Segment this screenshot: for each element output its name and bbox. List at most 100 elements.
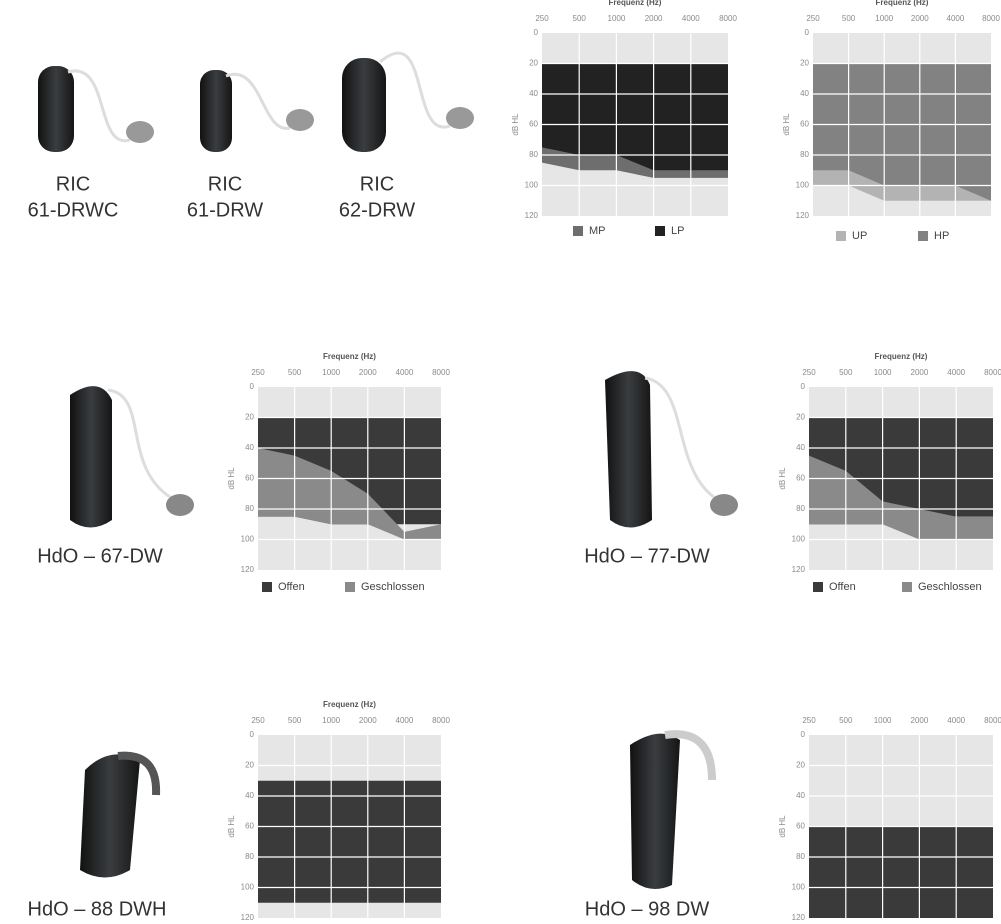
device-image bbox=[605, 371, 738, 528]
x-tick-label: 8000 bbox=[432, 716, 450, 725]
legend-swatch bbox=[902, 582, 912, 592]
y-tick-label: 100 bbox=[241, 535, 255, 544]
x-tick-label: 250 bbox=[802, 368, 816, 377]
y-tick-label: 80 bbox=[529, 150, 538, 159]
device-image bbox=[630, 730, 716, 889]
y-tick-label: 60 bbox=[245, 822, 254, 831]
x-tick-label: 4000 bbox=[396, 368, 414, 377]
x-tick-label: 250 bbox=[802, 716, 816, 725]
x-tick-label: 250 bbox=[806, 14, 820, 23]
legend-label: UP bbox=[852, 230, 867, 242]
chart-title: Frequenz (Hz) bbox=[876, 0, 929, 7]
legend-label: LP bbox=[671, 225, 684, 237]
chart-title: Frequenz (Hz) bbox=[609, 0, 662, 7]
y-tick-label: 20 bbox=[796, 413, 805, 422]
y-axis-label: dB HL bbox=[511, 113, 520, 136]
y-tick-label: 80 bbox=[796, 852, 805, 861]
x-tick-label: 2000 bbox=[645, 14, 663, 23]
legend-label: HP bbox=[934, 230, 949, 242]
product-label: HdO – 77-DW bbox=[584, 545, 710, 567]
legend-label: MP bbox=[589, 225, 606, 237]
range-area bbox=[809, 455, 993, 540]
y-tick-label: 0 bbox=[801, 730, 806, 739]
legend-swatch bbox=[655, 226, 665, 236]
y-tick-label: 100 bbox=[792, 535, 806, 544]
x-tick-label: 8000 bbox=[982, 14, 1000, 23]
y-tick-label: 100 bbox=[241, 883, 255, 892]
y-tick-label: 40 bbox=[796, 791, 805, 800]
x-tick-label: 500 bbox=[839, 368, 853, 377]
chart-title: Frequenz (Hz) bbox=[875, 352, 928, 361]
x-tick-label: 4000 bbox=[396, 716, 414, 725]
x-tick-label: 4000 bbox=[947, 716, 965, 725]
y-tick-label: 80 bbox=[800, 150, 809, 159]
y-axis-label: dB HL bbox=[227, 815, 236, 838]
y-tick-label: 60 bbox=[529, 120, 538, 129]
x-tick-label: 8000 bbox=[719, 14, 737, 23]
x-tick-label: 8000 bbox=[984, 716, 1001, 725]
y-tick-label: 0 bbox=[250, 730, 255, 739]
x-tick-label: 2000 bbox=[911, 716, 929, 725]
x-tick-label: 4000 bbox=[682, 14, 700, 23]
y-tick-label: 0 bbox=[801, 382, 806, 391]
y-tick-label: 80 bbox=[245, 504, 254, 513]
range-area bbox=[258, 780, 441, 903]
y-tick-label: 60 bbox=[796, 822, 805, 831]
y-tick-label: 20 bbox=[245, 413, 254, 422]
y-tick-label: 120 bbox=[241, 913, 255, 922]
product-label: HdO – 67-DW bbox=[37, 545, 163, 567]
y-tick-label: 20 bbox=[529, 59, 538, 68]
y-tick-label: 20 bbox=[796, 761, 805, 770]
device-image bbox=[70, 386, 194, 528]
y-tick-label: 40 bbox=[245, 791, 254, 800]
legend-swatch bbox=[836, 231, 846, 241]
x-tick-label: 2000 bbox=[911, 368, 929, 377]
range-area bbox=[258, 448, 441, 540]
device-image bbox=[38, 66, 154, 152]
legend-swatch bbox=[813, 582, 823, 592]
y-axis-label: dB HL bbox=[778, 467, 787, 490]
product-label: HdO – 98 DW bbox=[585, 898, 710, 920]
product-label: 61-DRW bbox=[187, 199, 263, 221]
y-tick-label: 40 bbox=[800, 89, 809, 98]
y-tick-label: 100 bbox=[792, 883, 806, 892]
product-label: RIC bbox=[56, 173, 90, 195]
x-tick-label: 1000 bbox=[874, 368, 892, 377]
y-tick-label: 20 bbox=[245, 761, 254, 770]
x-tick-label: 2000 bbox=[359, 368, 377, 377]
x-tick-label: 2000 bbox=[359, 716, 377, 725]
x-tick-label: 1000 bbox=[875, 14, 893, 23]
range-area bbox=[813, 63, 991, 201]
y-tick-label: 120 bbox=[792, 565, 806, 574]
product-label: RIC bbox=[360, 173, 394, 195]
x-tick-label: 1000 bbox=[322, 716, 340, 725]
legend-label: Offen bbox=[278, 581, 305, 593]
product-label: RIC bbox=[208, 173, 242, 195]
x-tick-label: 1000 bbox=[874, 716, 892, 725]
y-tick-label: 0 bbox=[805, 28, 810, 37]
y-axis-label: dB HL bbox=[778, 815, 787, 838]
chart-title: Frequenz (Hz) bbox=[323, 700, 376, 709]
legend-label: Offen bbox=[829, 581, 856, 593]
y-tick-label: 60 bbox=[796, 474, 805, 483]
y-tick-label: 0 bbox=[534, 28, 539, 37]
range-area bbox=[809, 826, 993, 918]
y-axis-label: dB HL bbox=[227, 467, 236, 490]
y-tick-label: 40 bbox=[529, 89, 538, 98]
x-tick-label: 250 bbox=[251, 716, 265, 725]
y-axis-label: dB HL bbox=[782, 113, 791, 136]
y-tick-label: 20 bbox=[800, 59, 809, 68]
x-tick-label: 4000 bbox=[947, 14, 965, 23]
legend-swatch bbox=[262, 582, 272, 592]
legend-label: Geschlossen bbox=[918, 581, 982, 593]
y-tick-label: 60 bbox=[245, 474, 254, 483]
y-tick-label: 120 bbox=[525, 211, 539, 220]
x-tick-label: 500 bbox=[288, 368, 302, 377]
y-tick-label: 120 bbox=[796, 211, 810, 220]
y-tick-label: 120 bbox=[792, 913, 806, 922]
legend-swatch bbox=[573, 226, 583, 236]
x-tick-label: 500 bbox=[288, 716, 302, 725]
legend-swatch bbox=[345, 582, 355, 592]
